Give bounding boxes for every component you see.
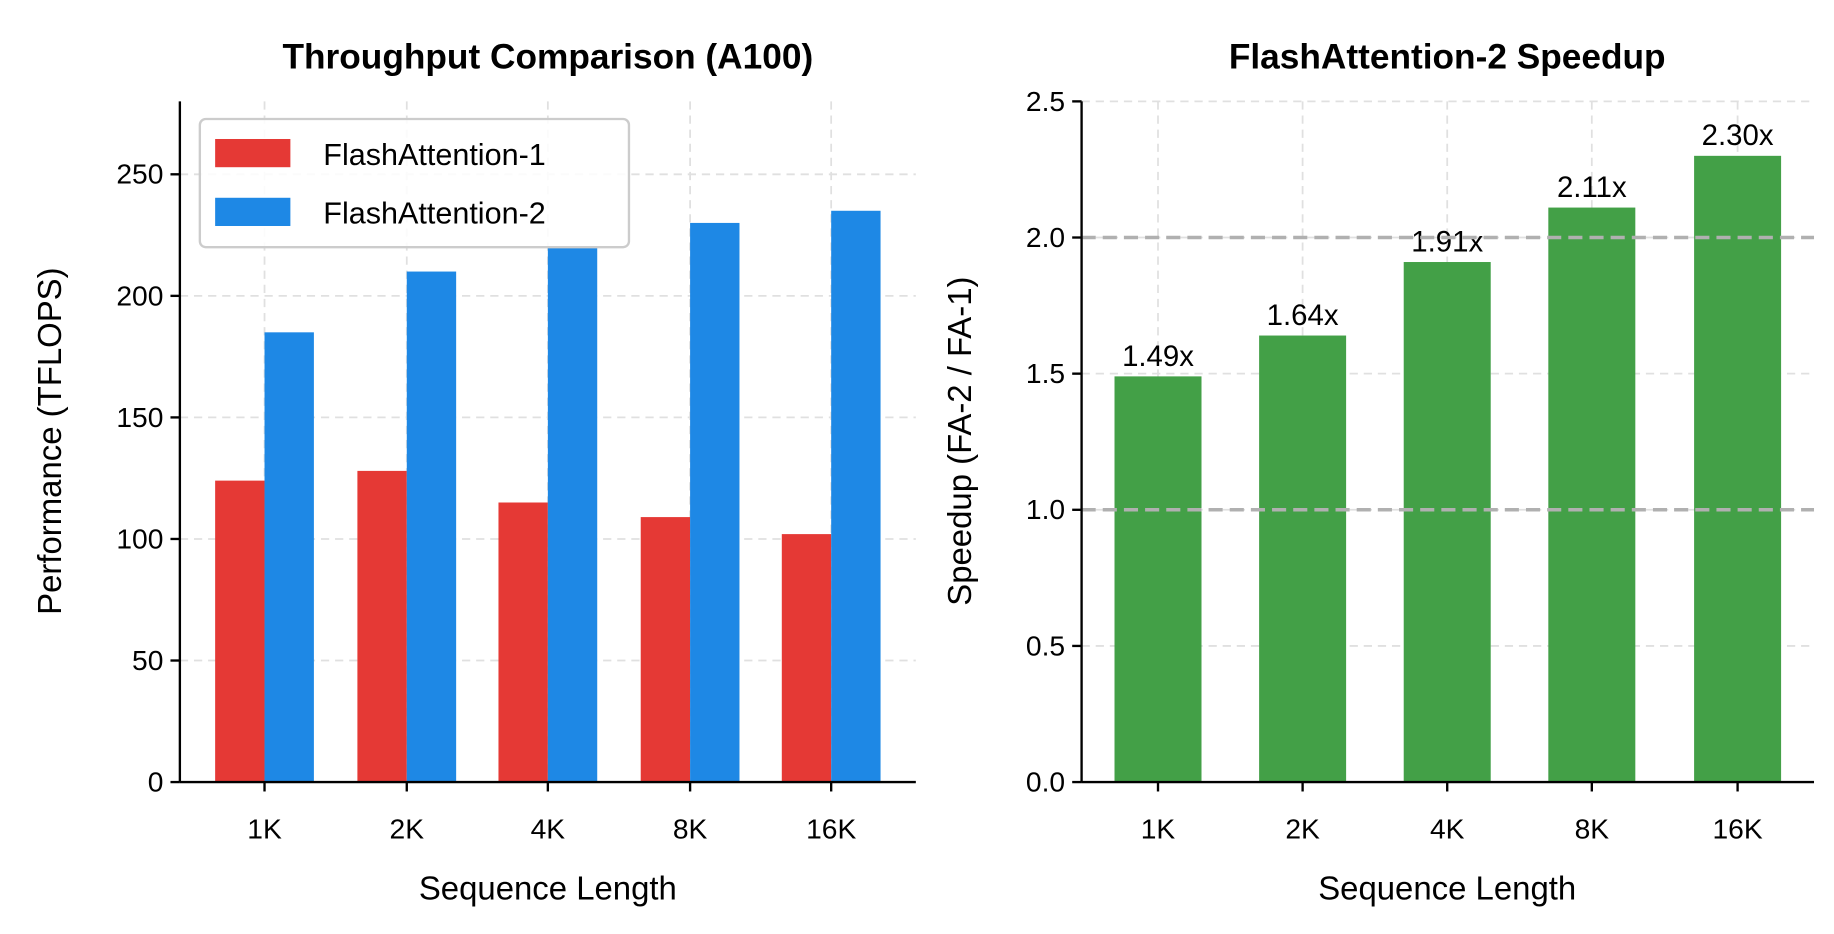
bar-8K [1548, 207, 1636, 783]
x-tick-label: 8K [673, 813, 708, 845]
bar-16K [1694, 155, 1782, 783]
data-label: 1.91x [1411, 225, 1483, 258]
legend-label: FlashAttention-1 [323, 138, 545, 172]
bar-1-8K [640, 517, 691, 783]
y-tick-label: 1.0 [1026, 493, 1065, 525]
x-axis-label: Sequence Length [1318, 870, 1576, 907]
data-label: 1.49x [1122, 340, 1194, 373]
bar-1-16K [781, 534, 832, 783]
y-tick-label: 100 [116, 522, 163, 554]
y-tick-label: 150 [116, 401, 163, 433]
y-tick-label: 200 [116, 279, 163, 311]
chart-title: FlashAttention-2 Speedup [1229, 37, 1666, 76]
legend: FlashAttention-1 FlashAttention-2 [198, 117, 631, 249]
legend-swatch [215, 138, 291, 168]
y-axis-label: Speedup (FA-2 / FA-1) [941, 277, 978, 606]
bar-2-8K [690, 222, 740, 783]
x-tick-label: 4K [1430, 813, 1465, 845]
x-tick-label: 8K [1575, 813, 1610, 845]
x-tick-label: 4K [531, 813, 566, 845]
y-tick-label: 50 [132, 644, 163, 676]
y-tick-label: 0 [148, 765, 164, 797]
data-label: 2.11x [1557, 171, 1627, 204]
y-tick-label: 250 [116, 158, 163, 190]
data-label: 1.64x [1267, 299, 1339, 332]
chart-title: Throughput Comparison (A100) [282, 37, 813, 76]
x-tick-label: 2K [1285, 813, 1320, 845]
bar-2-2K [406, 271, 457, 783]
y-tick-label: 2.0 [1026, 221, 1065, 253]
bar-1-4K [498, 502, 548, 783]
y-tick-label: 0.0 [1026, 765, 1065, 797]
x-tick-label: 1K [1141, 813, 1176, 845]
bar-2-1K [264, 332, 314, 783]
data-label: 2.30x [1702, 119, 1774, 152]
bar-2K [1259, 335, 1347, 783]
speedup-chart: FlashAttention-2 Speedup Sequence Length… [941, 37, 1815, 907]
x-tick-label: 16K [1713, 813, 1763, 845]
bar-4K [1403, 262, 1491, 783]
legend-label: FlashAttention-2 [323, 197, 545, 231]
y-tick-label: 0.5 [1026, 629, 1065, 661]
x-axis-label: Sequence Length [419, 870, 677, 907]
y-tick-label: 2.5 [1026, 85, 1065, 117]
y-tick-label: 1.5 [1026, 357, 1065, 389]
bar-2-16K [831, 210, 881, 783]
y-axis-label: Performance (TFLOPS) [31, 267, 68, 614]
throughput-chart: Throughput Comparison (A100) Sequence Le… [31, 37, 916, 907]
x-tick-label: 2K [390, 813, 425, 845]
bar-2-4K [547, 247, 598, 783]
bar-1K [1114, 376, 1202, 783]
x-tick-label: 1K [247, 813, 282, 845]
legend-swatch [215, 197, 291, 226]
legend-box [198, 117, 631, 249]
x-tick-label: 16K [806, 813, 856, 845]
bar-1-1K [215, 480, 265, 783]
bar-1-2K [357, 470, 407, 783]
